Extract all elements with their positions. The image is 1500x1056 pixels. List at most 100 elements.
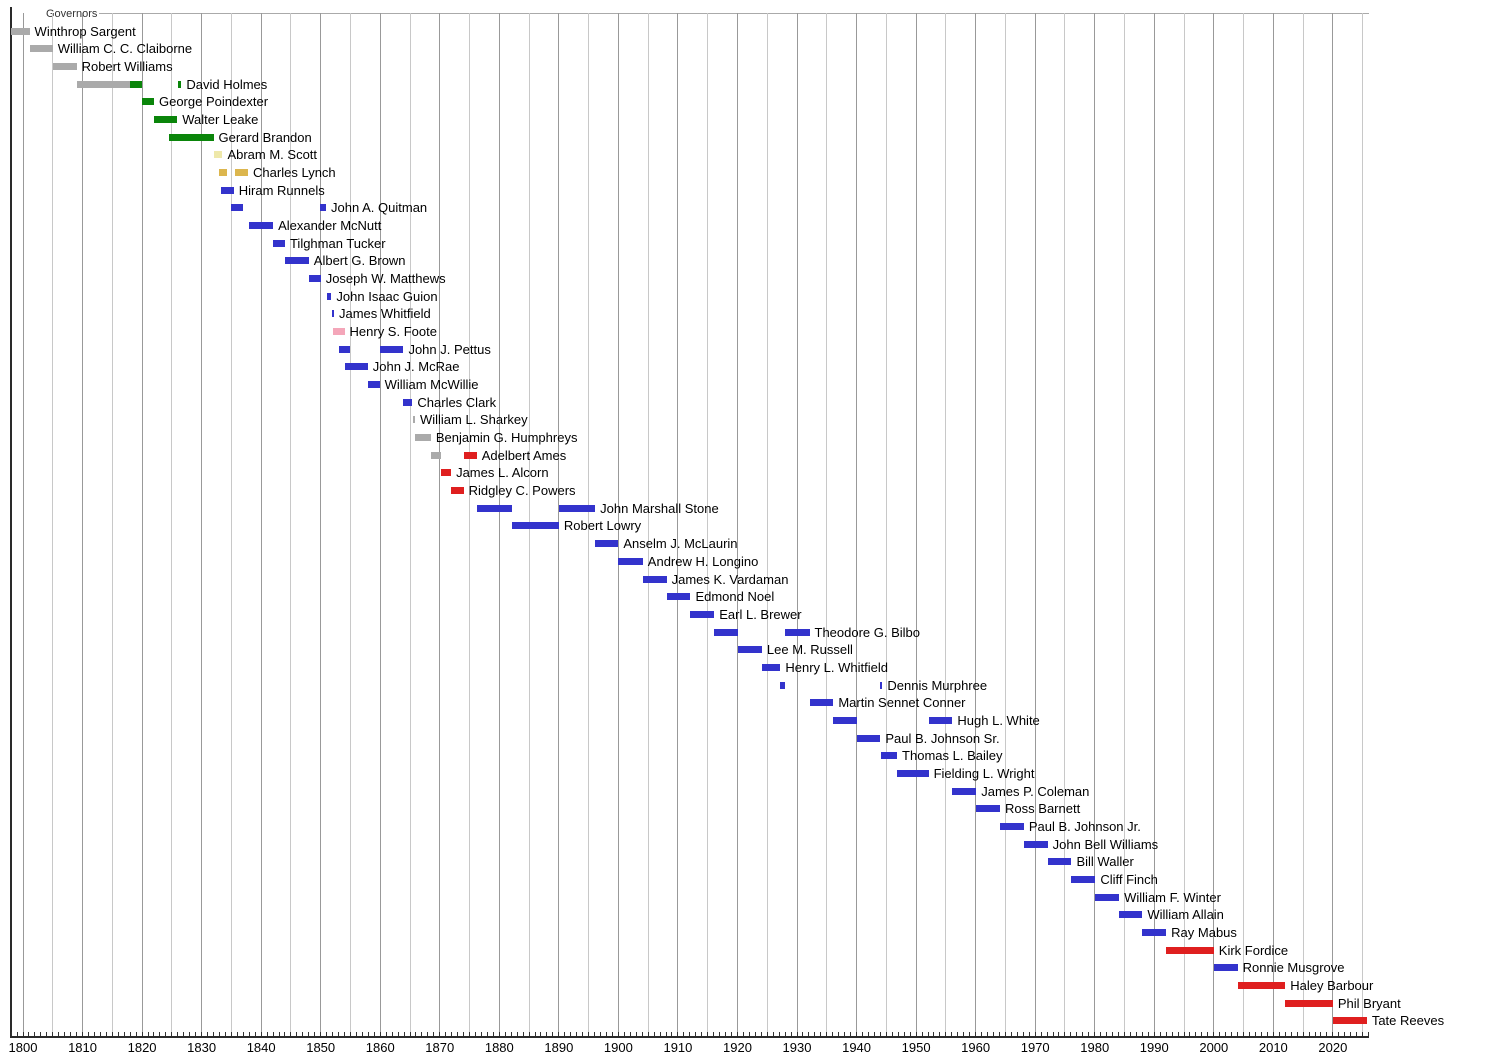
term-bar [11,27,30,35]
governor-label: Andrew H. Longino [647,553,759,569]
axis-tick [504,1032,506,1036]
gridline [1362,13,1364,1037]
axis-tick [623,1032,625,1036]
term-bar [52,62,77,70]
governor-label: Martin Sennet Conner [838,695,966,711]
term-bar [897,769,929,777]
axis-tick [981,1032,983,1036]
axis-tick [1254,1032,1256,1036]
axis-tick [421,1032,423,1036]
axis-tick [647,1032,649,1036]
term-bar [880,681,883,689]
term-bar [1023,840,1048,848]
axis-tick [1314,1032,1316,1036]
axis-year-label: 1810 [68,1040,97,1055]
gridline [1183,13,1185,1037]
governor-label: Tilghman Tucker [289,235,386,251]
axis-tick [671,1032,673,1036]
term-bar [1095,893,1120,901]
axis-year-label: 1990 [1139,1040,1169,1055]
term-bar [451,487,464,495]
axis-tick [719,1032,721,1036]
axis-year-label: 1830 [187,1040,217,1055]
axis-tick [736,1032,738,1036]
gridline [558,13,560,1037]
axis-tick [457,1032,459,1036]
gridline [230,13,232,1037]
axis-tick [677,1032,679,1036]
axis-tick [546,1032,548,1036]
axis-year-label: 1930 [782,1040,812,1055]
axis-tick [510,1032,512,1036]
axis-tick [993,1032,994,1036]
term-bar [249,221,274,229]
gridline [945,13,947,1037]
term-bar [326,292,332,300]
gridline [915,13,917,1037]
governor-label: John J. McRae [372,359,460,375]
axis-tick [659,1032,661,1036]
axis-tick [344,1032,346,1036]
gridline [885,13,887,1037]
term-bar [833,716,858,724]
axis-tick [469,1032,471,1036]
gridline [1123,13,1125,1037]
axis-tick [272,1032,274,1036]
axis-tick [177,1032,179,1036]
axis-tick [1290,1032,1292,1036]
axis-tick [695,1032,697,1036]
term-bar [1119,911,1143,919]
axis-tick [731,1032,733,1036]
term-bar [430,451,441,459]
axis-tick [1040,1032,1042,1036]
axis-tick [1118,1032,1120,1036]
gridline [766,13,768,1037]
gridline [796,13,798,1037]
axis-tick [1135,1032,1137,1036]
axis-tick [856,1032,858,1036]
axis-tick [28,1032,30,1036]
axis-tick [522,1032,524,1036]
governor-label: William McWillie [384,377,479,393]
term-bar [857,734,881,742]
axis-tick [1183,1032,1185,1036]
term-bar [1237,982,1286,990]
axis-tick [802,1032,804,1036]
governor-label: Edmond Noel [695,589,775,605]
axis-tick [778,1032,780,1036]
axis-tick [278,1032,280,1036]
gridline [111,13,113,1037]
axis-tick [570,1032,572,1036]
axis-tick [218,1032,220,1036]
governor-label: Abram M. Scott [227,147,318,163]
governor-label: William Allain [1147,907,1224,923]
axis-tick [1028,1032,1030,1036]
term-bar [952,787,977,795]
governor-label: Henry L. Whitfield [785,659,888,675]
axis-tick [439,1032,441,1036]
governor-label: Winthrop Sargent [34,23,136,39]
governor-label: Alexander McNutt [278,217,382,233]
term-bar [320,204,327,212]
gridline [469,13,471,1037]
gridline [439,13,441,1037]
axis-tick [826,1032,828,1036]
axis-tick [1344,1032,1346,1036]
term-bar [1142,929,1167,937]
governor-label: Ross Barnett [1005,801,1081,817]
axis-tick [939,1032,941,1036]
term-bar [1285,999,1333,1007]
gridline [677,13,679,1037]
governor-label: Ronnie Musgrove [1242,960,1345,976]
axis-tick [1320,1032,1322,1036]
governor-label: Charles Clark [417,394,497,410]
gridline [201,13,203,1037]
term-bar [642,575,667,583]
axis-tick [867,1032,869,1036]
axis-tick [987,1032,989,1036]
axis-tick [635,1032,637,1036]
axis-tick [260,1032,262,1036]
governor-label: Haley Barbour [1290,978,1374,994]
axis-year-label: 1960 [961,1040,991,1055]
axis-tick [790,1032,792,1036]
